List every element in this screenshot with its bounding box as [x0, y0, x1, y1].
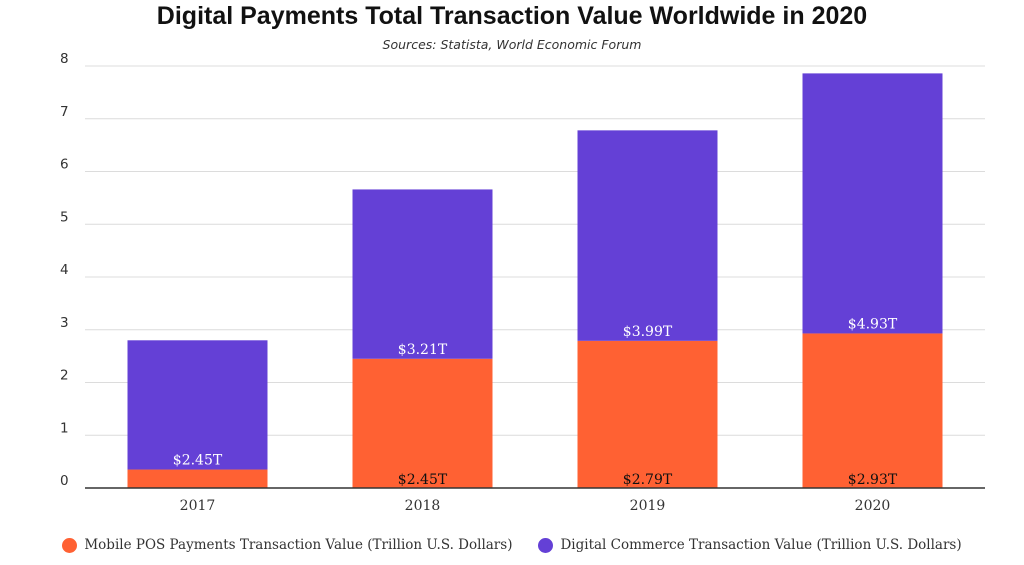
- legend-swatch-mobile-pos: [62, 537, 78, 553]
- y-tick-label-7: 7: [60, 104, 69, 120]
- data-label-mobile-pos-2018: $2.45T: [398, 472, 448, 488]
- y-tick-label-1: 1: [60, 420, 69, 436]
- y-tick-label-4: 4: [60, 262, 69, 278]
- y-tick-label-3: 3: [60, 315, 69, 331]
- bar-digital-commerce-2020: [802, 73, 943, 334]
- bar-mobile-pos-2018: [352, 358, 493, 488]
- bar-mobile-pos-2017: [127, 469, 268, 488]
- bar-digital-commerce-2017: [127, 340, 268, 470]
- data-label-mobile-pos-2019: $2.79T: [623, 472, 673, 488]
- y-tick-label-8: 8: [60, 51, 69, 67]
- y-tick-label-6: 6: [60, 157, 69, 173]
- legend-item-mobile-pos: Mobile POS Payments Transaction Value (T…: [62, 537, 512, 553]
- chart-title: Digital Payments Total Transaction Value…: [156, 2, 868, 30]
- bar-digital-commerce-2018: [352, 189, 493, 359]
- legend-swatch-digital-commerce: [538, 537, 554, 553]
- chart-subtitle: Sources: Statista, World Economic Forum: [382, 37, 642, 52]
- bar-mobile-pos-2020: [802, 333, 943, 488]
- legend: Mobile POS Payments Transaction Value (T…: [0, 537, 1024, 553]
- y-tick-label-0: 0: [60, 473, 69, 489]
- legend-label-digital-commerce: Digital Commerce Transaction Value (Tril…: [560, 537, 962, 553]
- y-tick-label-2: 2: [60, 368, 69, 384]
- legend-item-digital-commerce: Digital Commerce Transaction Value (Tril…: [538, 537, 962, 553]
- chart-plot: 0 1 2 3 4 5 6 7 8 $2.45T 2017 $2.45T $3.21T 2018 $2.79…: [60, 51, 985, 514]
- data-label-digital-commerce-2020: $4.93T: [848, 316, 898, 332]
- x-tick-label-2019: 2019: [630, 498, 666, 514]
- data-label-digital-commerce-2019: $3.99T: [623, 324, 673, 340]
- data-label-digital-commerce-2018: $3.21T: [398, 342, 448, 358]
- legend-label-mobile-pos: Mobile POS Payments Transaction Value (T…: [84, 537, 513, 553]
- data-label-digital-commerce-2017: $2.45T: [173, 453, 223, 469]
- bar-mobile-pos-2019: [577, 340, 718, 488]
- data-label-mobile-pos-2020: $2.93T: [848, 472, 898, 488]
- x-tick-label-2017: 2017: [180, 498, 216, 514]
- bar-digital-commerce-2019: [577, 130, 718, 341]
- x-tick-label-2020: 2020: [855, 498, 891, 514]
- x-tick-label-2018: 2018: [405, 498, 441, 514]
- y-tick-label-5: 5: [60, 209, 69, 225]
